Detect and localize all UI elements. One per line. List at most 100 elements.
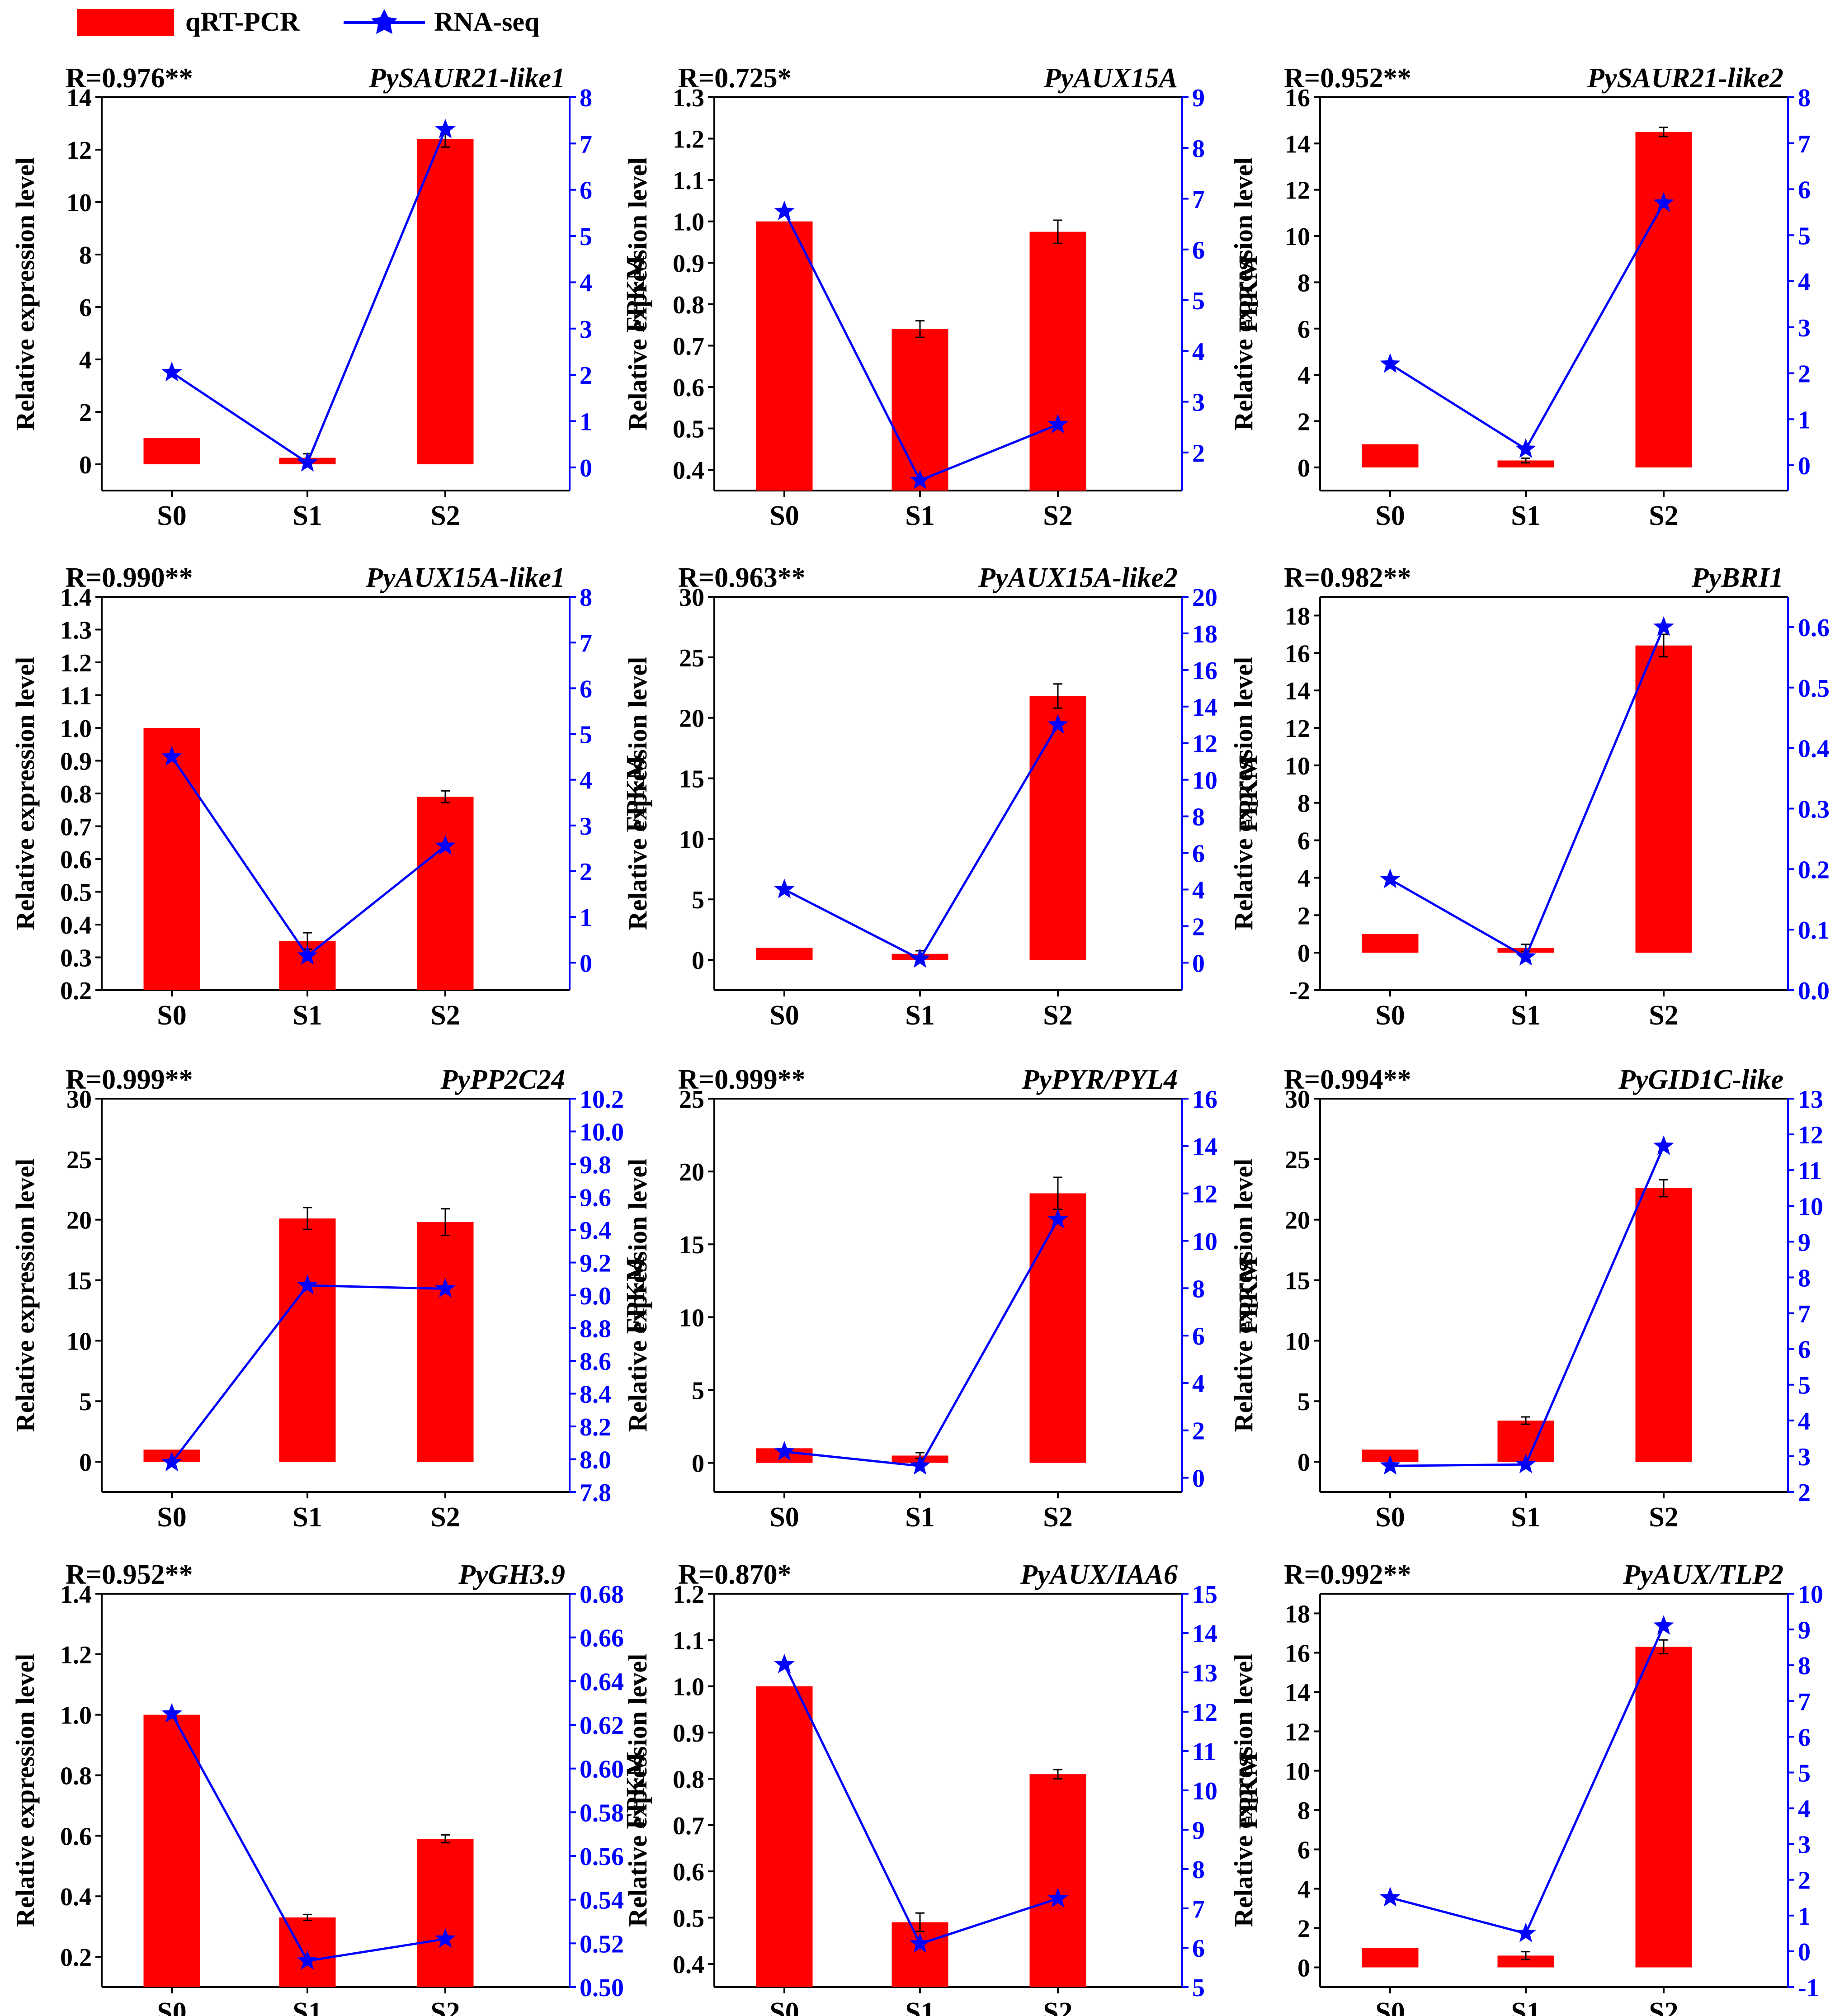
y2-tick-label: 6 bbox=[1192, 1322, 1205, 1350]
y-axis-label: Relative expression level bbox=[10, 157, 40, 431]
y-tick-label: 0.8 bbox=[60, 780, 92, 808]
y2-tick-label: 0.68 bbox=[580, 1581, 624, 1609]
x-tick-label: S0 bbox=[1375, 1000, 1405, 1031]
y2-tick-label: 6 bbox=[1798, 1723, 1811, 1752]
y2-tick-label: 10 bbox=[1798, 1193, 1823, 1221]
correlation-label: R=0.999** bbox=[678, 1064, 806, 1095]
y-tick-label: 18 bbox=[1285, 602, 1310, 630]
y2-tick-label: 1 bbox=[580, 904, 592, 932]
y-axis-label: Relative expression level bbox=[10, 1654, 40, 1927]
gene-title: PyBRI1 bbox=[1691, 562, 1783, 593]
y2-tick-label: 2 bbox=[1798, 1479, 1811, 1507]
y2-tick-label: 0.5 bbox=[1798, 675, 1830, 703]
y2-tick-label: 0 bbox=[1798, 452, 1811, 480]
y-tick-label: 2 bbox=[1297, 902, 1310, 930]
y-tick-label: 0.6 bbox=[60, 1822, 92, 1851]
chart-panel: 0 5 10 15 20 25 0 2 4 6 8 10 12 14 16 S0 S1 S2 R=0.999** Py… bbox=[623, 1064, 1263, 1533]
y-tick-label: 10 bbox=[1285, 1327, 1310, 1355]
y2-tick-label: 12 bbox=[1192, 1699, 1217, 1727]
qrt-bar bbox=[1029, 231, 1086, 491]
correlation-label: R=0.976** bbox=[66, 63, 193, 94]
y-tick-label: 1.3 bbox=[60, 617, 92, 645]
fpkm-star-icon bbox=[1380, 869, 1401, 888]
y2-tick-label: 7 bbox=[580, 130, 592, 158]
fpkm-star-icon bbox=[1653, 192, 1674, 212]
y-tick-label: 12 bbox=[1285, 1719, 1310, 1747]
fpkm-star-icon bbox=[774, 878, 795, 898]
y-tick-label: 6 bbox=[1297, 827, 1310, 855]
y2-tick-label: 4 bbox=[1798, 268, 1811, 296]
y-tick-label: 1.0 bbox=[673, 1673, 704, 1701]
y2-tick-label: 8 bbox=[580, 84, 592, 112]
y2-tick-label: 4 bbox=[1798, 1407, 1811, 1435]
qrt-bar bbox=[1362, 934, 1419, 953]
y2-tick-label: 4 bbox=[1192, 338, 1205, 366]
fpkm-star-icon bbox=[435, 1278, 456, 1298]
fpkm-star-icon bbox=[1380, 1455, 1401, 1475]
y-tick-label: 1.2 bbox=[673, 1581, 704, 1609]
correlation-label: R=0.952** bbox=[66, 1559, 193, 1590]
x-tick-label: S0 bbox=[1375, 500, 1405, 531]
y2-tick-label: 5 bbox=[580, 223, 592, 251]
y-tick-label: 8 bbox=[79, 241, 92, 269]
qrt-bar bbox=[1029, 1774, 1086, 1987]
y2-tick-label: 0 bbox=[580, 454, 592, 482]
x-tick-label: S0 bbox=[1375, 1997, 1405, 2016]
y2-tick-label: 6 bbox=[580, 177, 592, 205]
y2-tick-label: 0 bbox=[1192, 949, 1205, 977]
y-tick-label: 6 bbox=[79, 294, 92, 322]
y2-tick-label: 8.4 bbox=[580, 1381, 611, 1409]
y-tick-label: 8 bbox=[1297, 790, 1310, 818]
y-tick-label: 2 bbox=[79, 399, 92, 427]
y2-tick-label: 8.2 bbox=[580, 1413, 611, 1441]
y2-tick-label: 4 bbox=[1192, 876, 1205, 904]
y2-tick-label: 0.60 bbox=[580, 1756, 624, 1784]
y-tick-label: 0.5 bbox=[60, 879, 92, 907]
y2-tick-label: 10.0 bbox=[580, 1119, 624, 1147]
y-tick-label: 5 bbox=[692, 1377, 704, 1405]
y2-tick-label: 8 bbox=[1192, 1275, 1205, 1303]
correlation-label: R=0.990** bbox=[66, 562, 193, 593]
y2-tick-label: 10 bbox=[1192, 1777, 1217, 1805]
y-tick-label: 1.2 bbox=[60, 649, 92, 677]
y-tick-label: 16 bbox=[1285, 640, 1310, 668]
fpkm-star-icon bbox=[910, 469, 930, 489]
legend-line-label: RNA-seq bbox=[434, 7, 539, 37]
x-tick-label: S1 bbox=[292, 1502, 322, 1533]
x-tick-label: S1 bbox=[1511, 500, 1540, 531]
fpkm-star-icon bbox=[161, 746, 182, 766]
y-tick-label: 16 bbox=[1285, 84, 1310, 112]
qrt-bar bbox=[143, 1714, 200, 1987]
y2-tick-label: 0.3 bbox=[1798, 795, 1830, 823]
y2-tick-label: 6 bbox=[580, 675, 592, 703]
x-tick-label: S1 bbox=[1511, 1997, 1540, 2016]
y2-tick-label: 6 bbox=[1798, 176, 1811, 204]
y2-tick-label: 10.2 bbox=[580, 1086, 624, 1114]
y-tick-label: 0.9 bbox=[673, 1719, 704, 1747]
x-tick-label: S0 bbox=[769, 1000, 799, 1031]
y-tick-label: 20 bbox=[679, 705, 704, 733]
y2-tick-label: 4 bbox=[580, 767, 592, 795]
y2-tick-label: 0.54 bbox=[580, 1887, 624, 1915]
qrt-bar bbox=[1635, 645, 1692, 953]
y-tick-label: 10 bbox=[66, 1327, 92, 1355]
y-tick-label: 0.5 bbox=[673, 1904, 704, 1932]
y2-tick-label: 8 bbox=[1798, 1264, 1811, 1292]
x-tick-label: S2 bbox=[430, 1000, 460, 1031]
y2-tick-label: 6 bbox=[1192, 1935, 1205, 1963]
qrt-bar bbox=[1497, 460, 1554, 467]
y2-tick-label: 2 bbox=[1192, 1417, 1205, 1445]
y-tick-label: 8 bbox=[1297, 1797, 1310, 1825]
y2-tick-label: 5 bbox=[580, 721, 592, 749]
chart-panel: 0.2 0.4 0.6 0.8 1.0 1.2 1.4 0.50 0.52 0.54 0.56 0.5… bbox=[10, 1559, 650, 2016]
y2-tick-label: 8 bbox=[580, 584, 592, 612]
x-tick-label: S0 bbox=[157, 1502, 186, 1533]
y2-axis-label: FPKM bbox=[1233, 255, 1263, 333]
y-tick-label: 14 bbox=[1285, 677, 1310, 705]
y-tick-label: 1.1 bbox=[673, 167, 704, 195]
y-axis-label: Relative expression level bbox=[623, 1654, 652, 1927]
x-tick-label: S1 bbox=[905, 500, 934, 531]
y2-tick-label: 11 bbox=[1798, 1157, 1822, 1185]
y2-tick-label: 16 bbox=[1192, 1086, 1217, 1114]
x-tick-label: S0 bbox=[157, 500, 186, 531]
